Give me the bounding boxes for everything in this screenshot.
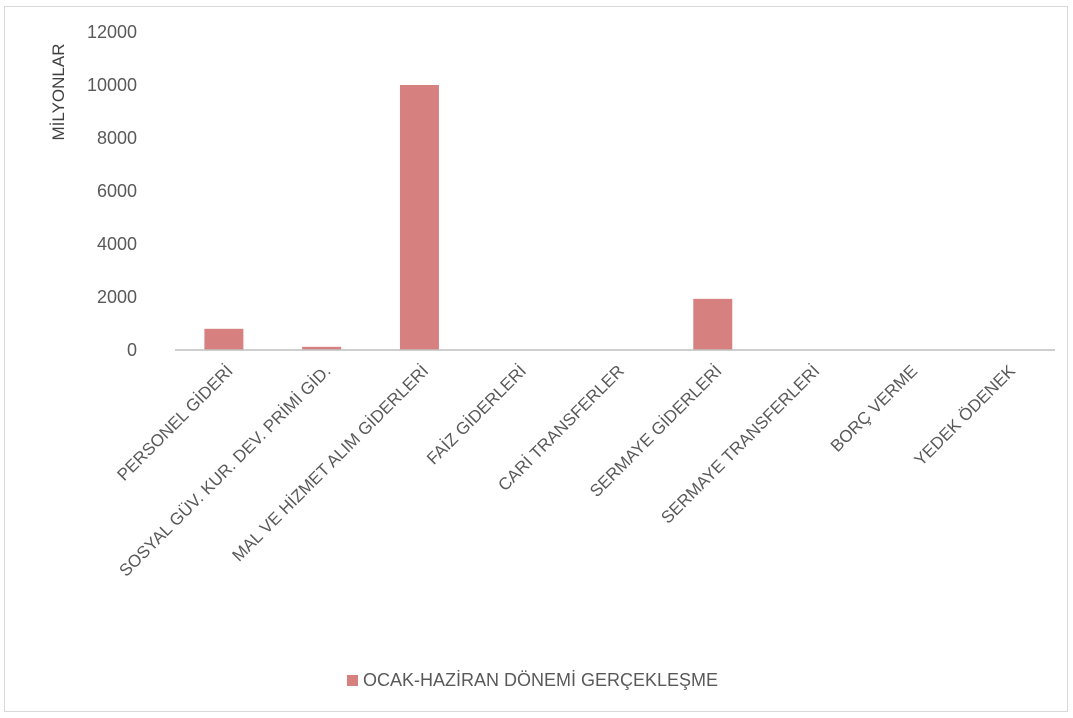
y-tick-label: 8000 <box>97 128 137 148</box>
x-category-label: MAL VE HİZMET ALIM GİDERLERİ <box>228 361 432 565</box>
x-category-label: BORÇ VERME <box>827 361 921 455</box>
bar <box>302 346 342 350</box>
legend-swatch <box>347 675 358 686</box>
y-axis-label: MİLYONLAR <box>49 44 68 141</box>
y-tick-label: 0 <box>127 340 137 360</box>
chart-frame <box>4 6 1068 712</box>
y-tick-label: 6000 <box>97 181 137 201</box>
y-tick-label: 4000 <box>97 234 137 254</box>
legend-label: OCAK-HAZİRAN DÖNEMİ GERÇEKLEŞME <box>363 670 718 690</box>
bar <box>204 328 244 350</box>
legend: OCAK-HAZİRAN DÖNEMİ GERÇEKLEŞME <box>347 670 718 690</box>
bar <box>693 298 733 350</box>
bars <box>204 85 733 350</box>
y-tick-label: 10000 <box>87 75 137 95</box>
y-tick-label: 12000 <box>87 22 137 42</box>
y-axis-ticks: 0 2000 4000 6000 8000 10000 12000 <box>87 22 137 360</box>
bar <box>399 85 439 350</box>
x-category-label: SERMAYE TRANSFERLERİ <box>657 361 823 527</box>
x-category-label: YEDEK ÖDENEK <box>911 361 1020 470</box>
y-tick-label: 2000 <box>97 287 137 307</box>
x-category-label: SOSYAL GÜV. KUR. DEV. PRİMİ GİD. <box>116 361 335 580</box>
x-category-label: FAİZ GİDERLERİ <box>423 361 530 468</box>
